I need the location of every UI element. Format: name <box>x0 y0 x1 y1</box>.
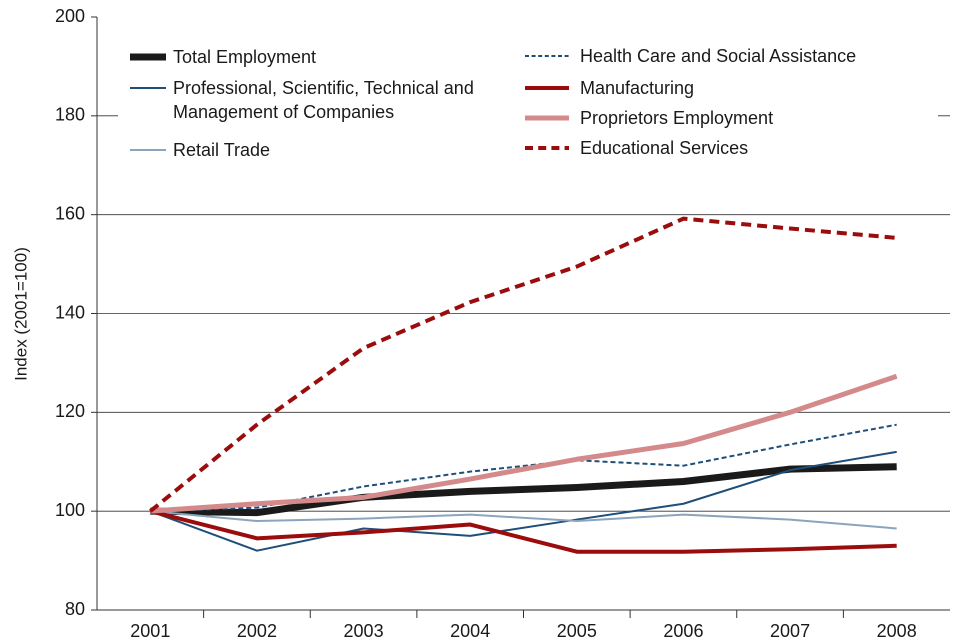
series-line <box>149 450 897 552</box>
x-tick-label: 2008 <box>877 621 917 641</box>
series-line <box>149 216 897 513</box>
legend-label: Health Care and Social Assistance <box>580 46 857 66</box>
y-tick-label: 160 <box>55 203 85 223</box>
y-tick-label: 100 <box>55 500 85 520</box>
x-tick-label: 2002 <box>237 621 277 641</box>
legend-label: Manufacturing <box>580 78 695 98</box>
legend-label: Educational Services <box>580 138 749 158</box>
legend-label: Retail Trade <box>173 140 271 160</box>
legend-label: Professional, Scientific, Technical and … <box>173 78 474 122</box>
y-tick-label: 80 <box>65 599 85 619</box>
legend-box <box>118 36 938 166</box>
y-axis-label: Index (2001=100) <box>11 247 30 381</box>
series-line <box>149 509 897 554</box>
series-line <box>150 373 898 514</box>
legend-label: Total Employment <box>173 47 317 67</box>
x-tick-label: 2004 <box>450 621 490 641</box>
y-tick-label: 200 <box>55 6 85 26</box>
x-tick-label: 2005 <box>557 621 597 641</box>
y-tick-label: 180 <box>55 105 85 125</box>
x-tick-label: 2007 <box>770 621 810 641</box>
x-tick-label: 2006 <box>663 621 703 641</box>
x-tick-label: 2001 <box>130 621 170 641</box>
y-tick-label: 140 <box>55 302 85 322</box>
series-line <box>150 510 897 530</box>
series-line <box>150 463 897 517</box>
legend-label: Proprietors Employment <box>580 108 774 128</box>
x-tick-label: 2003 <box>344 621 384 641</box>
y-tick-label: 120 <box>55 401 85 421</box>
